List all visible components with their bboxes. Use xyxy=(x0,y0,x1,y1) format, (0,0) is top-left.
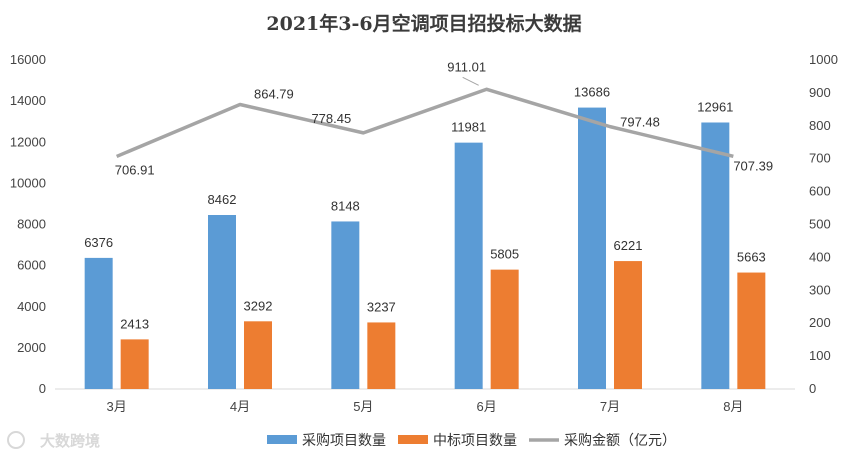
y-left-tick-label: 10000 xyxy=(10,175,46,190)
y-right-tick-label: 900 xyxy=(809,85,831,100)
y-right-tick-label: 800 xyxy=(809,118,831,133)
y-right-tick-label: 200 xyxy=(809,315,831,330)
label-leader-line xyxy=(462,76,479,86)
y-right-tick-label: 0 xyxy=(809,381,816,396)
y-right-tick-label: 700 xyxy=(809,151,831,166)
legend: 采购项目数量 中标项目数量 采购金额（亿元） xyxy=(267,432,676,448)
bar xyxy=(578,107,606,389)
bar xyxy=(737,272,766,389)
legend-label: 采购金额（亿元） xyxy=(564,432,676,448)
y-right-tick-label: 400 xyxy=(809,249,831,264)
y-left-tick-label: 12000 xyxy=(10,134,46,149)
bar xyxy=(490,269,519,389)
watermark-text: 大数跨境 xyxy=(40,432,100,450)
y-right-tick-label: 300 xyxy=(809,282,831,297)
line-data-label: 864.79 xyxy=(254,86,294,101)
x-tick-label: 5月 xyxy=(353,399,373,414)
x-tick-label: 8月 xyxy=(723,399,743,414)
y-right-tick-label: 100 xyxy=(809,348,831,363)
bar xyxy=(454,142,483,389)
bar-data-label: 6376 xyxy=(84,235,113,250)
bar-data-label: 12961 xyxy=(697,99,733,114)
bar xyxy=(331,221,360,389)
bar xyxy=(208,215,236,389)
line-data-label: 911.01 xyxy=(447,59,486,74)
y-left-tick-label: 14000 xyxy=(10,93,46,108)
bar-data-label: 6221 xyxy=(614,238,643,253)
y-left-tick-label: 16000 xyxy=(10,52,46,67)
y-right-tick-label: 1000 xyxy=(809,52,838,67)
y-left-tick-label: 0 xyxy=(39,381,46,396)
line-data-label: 797.48 xyxy=(620,115,660,130)
y-left-tick-label: 6000 xyxy=(17,258,46,273)
line-data-label: 707.39 xyxy=(733,158,773,173)
legend-swatch xyxy=(267,435,297,444)
bar-data-label: 5663 xyxy=(737,250,766,265)
y-right-tick-label: 600 xyxy=(809,184,831,199)
x-tick-label: 6月 xyxy=(477,399,497,414)
legend-label: 采购项目数量 xyxy=(302,432,386,448)
bar xyxy=(701,122,730,389)
line-data-label: 706.91 xyxy=(115,162,155,177)
bar-data-label: 11981 xyxy=(451,120,486,135)
line-series: 706.91 864.79 778.45 911.01 797.48 707.39 xyxy=(115,59,773,177)
x-tick-label: 7月 xyxy=(600,399,620,414)
line-data-label: 778.45 xyxy=(311,111,351,126)
watermark-logo: 大数跨境 xyxy=(7,431,100,450)
legend-swatch xyxy=(398,435,428,444)
bar xyxy=(120,339,149,389)
x-tick-label: 4月 xyxy=(230,399,250,414)
legend-label: 中标项目数量 xyxy=(433,432,517,448)
bar xyxy=(244,321,272,389)
bar-data-label: 13686 xyxy=(574,85,610,100)
bar-data-label: 2413 xyxy=(120,316,149,331)
chart-title: 2021年3-6月空调项目招投标大数据 xyxy=(266,12,581,35)
watermark-icon xyxy=(7,431,25,449)
bar xyxy=(614,261,642,389)
bar-data-label: 5805 xyxy=(490,247,519,262)
bars: 6376 8462 8148 11981 13686 12961 2413 3292 3237 5… xyxy=(84,85,766,389)
bar-data-label: 8148 xyxy=(331,198,360,213)
bar xyxy=(367,322,396,389)
line-path xyxy=(115,87,734,159)
bar-data-label: 3237 xyxy=(367,299,396,314)
y-left-tick-label: 8000 xyxy=(17,217,46,232)
bar-data-label: 8462 xyxy=(208,192,237,207)
y-right-tick-label: 500 xyxy=(809,217,831,232)
axes: 0 2000 4000 6000 8000 10000 12000 14000 16000 0 10… xyxy=(10,52,838,414)
y-left-tick-label: 2000 xyxy=(17,340,46,355)
y-left-tick-label: 4000 xyxy=(17,299,46,314)
x-tick-label: 3月 xyxy=(107,399,127,414)
bar xyxy=(84,257,113,389)
bar-data-label: 3292 xyxy=(244,298,273,313)
